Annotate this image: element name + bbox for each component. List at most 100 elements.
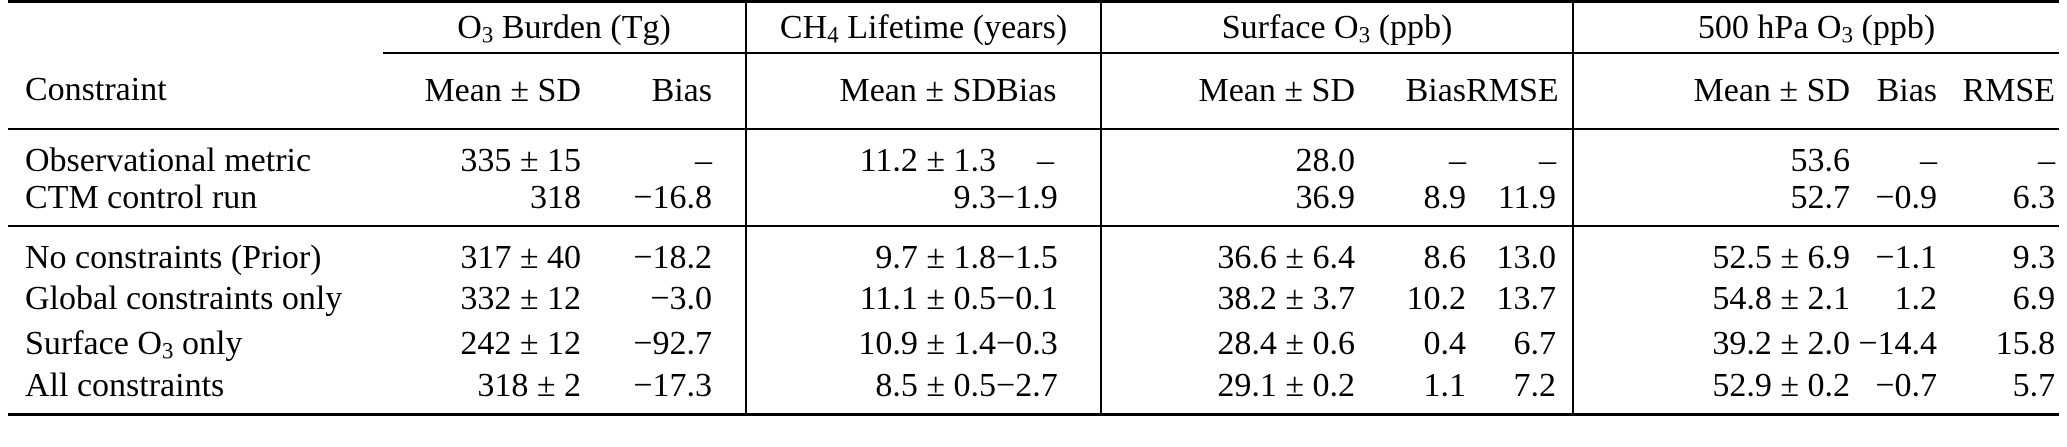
row-label: All constraints [25,366,225,404]
group-header-500hpa-o3: 500 hPa O3 (ppb) [1572,1,2060,54]
data-cell: 335 ± 15 [460,141,581,179]
table-row: Observational metric 335 ± 15 – 11.2 ± 1… [8,128,2059,179]
group-header-o3-burden: O3 Burden (Tg) [383,1,747,54]
data-cell: – [1539,141,1557,179]
data-cell: 332 ± 12 [460,280,581,318]
data-cell: −3.0 [650,280,713,318]
table-row: CTM control run 318 −16.8 9.3 −1.9 36.9 … [8,178,2060,228]
data-cell: 13.0 [1496,239,1557,277]
data-cell: 11.2 ± 1.3 [745,128,997,179]
data-cell: −92.7 [633,325,713,363]
col-header-mean-sd: Mean ± SD [1572,52,1855,130]
data-cell: 36.9 [1100,178,1360,228]
data-cell: −18.2 [633,239,713,277]
data-cell: 1.2 [1894,280,1938,318]
data-cell: 15.8 [1995,325,2056,363]
data-cell: −0.9 [1854,178,1940,228]
col-header-bias: Bias [1359,52,1467,130]
col-header-bias: Bias [996,52,1102,130]
row-label: Surface O3 only [25,325,243,366]
data-cell: 242 ± 12 [460,325,581,363]
col-header-bias: Bias [581,52,747,130]
data-cell: 52.7 [1572,178,1855,228]
constraint-column-header: Constraint [8,52,383,130]
col-header-bias: Bias [1854,52,1940,130]
data-cell: 10.9 ± 1.4 [745,321,997,367]
data-cell: – [1037,141,1055,179]
data-cell: −0.7 [1875,366,1938,404]
table-row: No constraints (Prior) 317 ± 40 −18.2 9.… [8,226,2059,277]
data-cell: 1.1 [1423,366,1467,404]
group-title: CH4 Lifetime (years) [779,8,1068,49]
group-header-ch4-lifetime: CH4 Lifetime (years) [745,1,1102,54]
table-row: Global constraints only 332 ± 12 −3.0 11… [8,276,2059,322]
group-title: 500 hPa O3 (ppb) [1697,8,1936,49]
data-cell: 9.3 [745,178,997,228]
data-cell: 318 [383,178,581,228]
row-label: Global constraints only [25,280,343,318]
data-cell: −17.3 [633,366,713,404]
group-header-surface-o3: Surface O3 (ppb) [1100,1,1574,54]
data-cell: 52.9 ± 0.2 [1572,366,1855,415]
group-title: O3 Burden (Tg) [457,8,671,49]
col-header-rmse: RMSE [1466,52,1574,130]
data-cell: 318 ± 2 [477,366,581,404]
data-cell: 6.3 [1939,178,2060,228]
table-header: O3 Burden (Tg) CH4 Lifetime (years) Surf… [8,1,2060,130]
data-cell: −14.4 [1858,325,1938,363]
data-cell: 7.2 [1513,366,1557,404]
col-header-rmse: RMSE [1939,52,2060,130]
data-cell: 8.6 [1423,239,1467,277]
data-cell: – [1920,141,1938,179]
data-cell: 28.0 [1100,128,1360,179]
data-cell: 39.2 ± 2.0 [1572,321,1855,367]
data-cell: −0.3 [996,325,1058,363]
data-cell: 36.6 ± 6.4 [1100,226,1360,277]
data-cell: 8.5 ± 0.5 [745,366,997,415]
data-cell: 317 ± 40 [460,239,581,277]
corner-cell [8,2,383,53]
data-cell: 11.9 [1466,178,1574,228]
data-cell: 6.7 [1513,325,1557,363]
data-cell: 10.2 [1406,280,1467,318]
data-cell: 29.1 ± 0.2 [1100,366,1360,415]
data-cell: 5.7 [2012,366,2056,404]
column-header-row: Constraint Mean ± SD Bias Mean ± SD Bias… [8,52,2060,130]
data-cell: 52.5 ± 6.9 [1572,226,1855,277]
data-cell: 28.4 ± 0.6 [1100,321,1360,367]
data-cell: −1.1 [1875,239,1938,277]
data-cell: 0.4 [1423,325,1467,363]
row-label: Observational metric [25,141,312,179]
results-table: O3 Burden (Tg) CH4 Lifetime (years) Surf… [8,0,2060,417]
data-cell: −0.1 [996,280,1058,318]
data-cell: −1.5 [996,239,1058,277]
data-cell: 54.8 ± 2.1 [1572,276,1855,322]
col-header-mean-sd: Mean ± SD [383,52,581,130]
subscript: 3 [161,339,174,366]
constraint-rows-block: No constraints (Prior) 317 ± 40 −18.2 9.… [8,226,2059,415]
data-cell: 9.3 [2012,239,2056,277]
col-header-mean-sd: Mean ± SD [745,52,997,130]
data-cell: 6.9 [2012,280,2056,318]
data-cell: 13.7 [1496,280,1557,318]
table-row: All constraints 318 ± 2 −17.3 8.5 ± 0.5 … [8,366,2059,415]
data-cell: 9.7 ± 1.8 [745,226,997,277]
row-label: No constraints (Prior) [25,239,322,277]
table-row: Surface O3 only 242 ± 12 −92.7 10.9 ± 1.… [8,321,2059,367]
row-label: CTM control run [8,178,383,228]
group-header-row: O3 Burden (Tg) CH4 Lifetime (years) Surf… [8,1,2060,54]
subscript: 3 [1358,22,1371,49]
data-cell: 11.1 ± 0.5 [745,276,997,322]
col-header-mean-sd: Mean ± SD [1100,52,1360,130]
data-cell: −2.7 [996,366,1058,404]
data-cell: – [1449,141,1467,179]
data-cell: – [695,141,713,179]
group-title: Surface O3 (ppb) [1221,8,1453,49]
data-cell: 53.6 [1572,128,1855,179]
subscript: 3 [481,22,494,49]
data-cell: 8.9 [1359,178,1467,228]
data-cell: 38.2 ± 3.7 [1100,276,1360,322]
reference-rows-block: Observational metric 335 ± 15 – 11.2 ± 1… [8,128,2060,228]
subscript: 4 [827,22,839,49]
